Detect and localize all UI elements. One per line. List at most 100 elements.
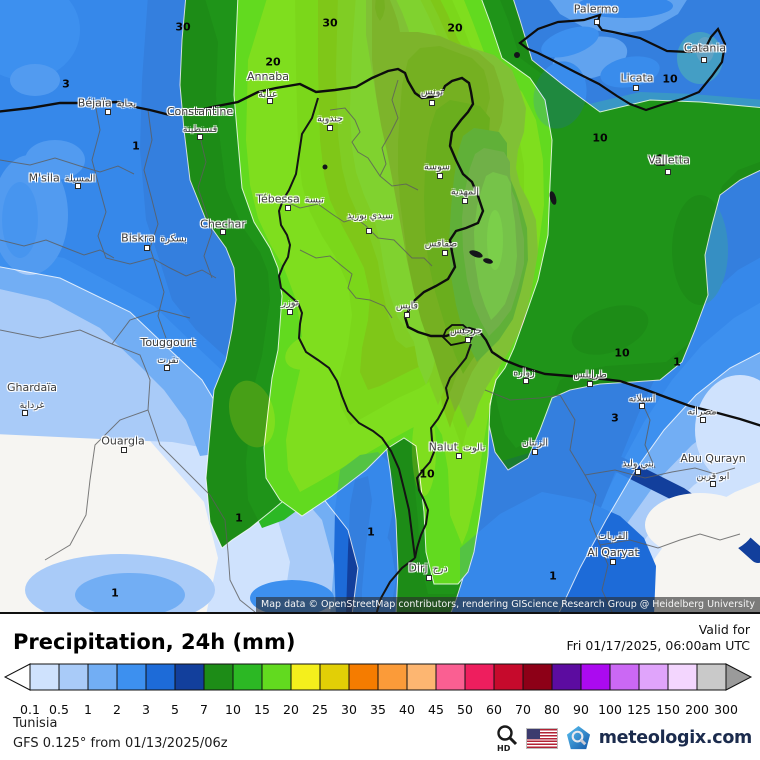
contour-label: 3 — [62, 77, 70, 91]
city-marker — [523, 378, 529, 384]
colorbar-arrow-left — [3, 663, 31, 691]
city-marker — [121, 447, 127, 453]
meteologix-logo-icon[interactable] — [565, 725, 592, 752]
colorbar-segment — [551, 663, 582, 691]
city-label: Touggourt تقرت — [140, 336, 196, 366]
city-label: Biskra بسكرة — [121, 231, 187, 245]
contour-label: 20 — [447, 21, 463, 35]
city-label: مصراته — [687, 406, 717, 418]
colorbar-segment — [406, 663, 437, 691]
city-marker — [462, 198, 468, 204]
colorbar-segment — [116, 663, 147, 691]
city-marker — [456, 453, 462, 459]
model-run: GFS 0.125° from 01/13/2025/06z — [13, 735, 228, 751]
colorbar-segment — [290, 663, 321, 691]
city-marker — [594, 19, 600, 25]
city-label: Ghardaïa غرداية — [6, 381, 58, 411]
colorbar-segment — [696, 663, 727, 691]
city-label: سوسة — [424, 161, 450, 173]
valid-time-block: Valid for Fri 01/17/2025, 06:00am UTC — [567, 622, 750, 655]
city-marker — [633, 85, 639, 91]
city-marker — [429, 100, 435, 106]
city-label: Nalut نالوت — [428, 440, 486, 454]
city-marker — [105, 109, 111, 115]
city-label: جرجيس — [450, 325, 482, 337]
contour-label: 1 — [132, 139, 140, 153]
colorbar-tick: 15 — [254, 702, 270, 717]
colorbar-segment — [377, 663, 408, 691]
city-label: صفاقس — [424, 238, 458, 250]
colorbar-tick: 50 — [457, 702, 473, 717]
colorbar-tick: 7 — [200, 702, 208, 717]
colorbar-tick: 60 — [486, 702, 502, 717]
city-label: Abu Qurayn ابو قرين — [680, 452, 746, 482]
city-label: Chechar — [200, 217, 246, 231]
colorbar-tick: 0.5 — [49, 702, 69, 717]
colorbar-segment — [667, 663, 698, 691]
small-islands — [322, 52, 557, 264]
contour-label: 1 — [549, 569, 557, 583]
city-label: Catania — [683, 41, 727, 55]
map-labels-layer: Palermo Catania Licata Valletta Béjaïa بجاية… — [6, 3, 746, 600]
city-label: Ouargla — [101, 434, 145, 448]
city-marker — [285, 205, 291, 211]
city-label: Béjaïa بجاية — [77, 96, 137, 110]
city-marker — [366, 228, 372, 234]
city-marker — [144, 245, 150, 251]
colorbar-tick: 25 — [312, 702, 328, 717]
city-marker — [610, 559, 616, 565]
city-label: M'sila المسيلة — [28, 171, 96, 185]
colorbar-tick: 70 — [515, 702, 531, 717]
city-marker — [75, 183, 81, 189]
city-label: Dirj درج — [408, 561, 448, 575]
city-marker — [164, 365, 170, 371]
valid-time: Fri 01/17/2025, 06:00am UTC — [566, 638, 750, 654]
brand-text[interactable]: meteologix.com — [598, 728, 753, 748]
colorbar-segment — [29, 663, 60, 691]
colorbar-segment — [87, 663, 118, 691]
colorbar-tick: 0.1 — [20, 702, 40, 717]
colorbar-segment — [638, 663, 669, 691]
contour-label: 30 — [175, 20, 191, 34]
colorbar-segment — [145, 663, 176, 691]
colorbar-tick: 30 — [341, 702, 357, 717]
colorbar-tick: 10 — [225, 702, 241, 717]
city-label: جندوبة — [316, 113, 344, 125]
contour-label: 10 — [614, 346, 630, 360]
colorbar-tick: 40 — [399, 702, 415, 717]
city-marker — [426, 575, 432, 581]
colorbar-tick: 35 — [370, 702, 386, 717]
city-label: المهدية — [450, 186, 480, 198]
city-label: تونس — [420, 86, 444, 98]
colorbar-segment — [493, 663, 524, 691]
region-model-block: Tunisia GFS 0.125° from 01/13/2025/06z — [13, 714, 228, 753]
colorbar-tick: 200 — [685, 702, 709, 717]
colorbar-arrow-right — [725, 663, 753, 691]
city-marker — [404, 312, 410, 318]
svg-text:HD: HD — [497, 744, 511, 752]
city-marker — [532, 449, 538, 455]
colorbar-segment — [261, 663, 292, 691]
hd-zoom-icon[interactable]: HD — [495, 724, 519, 752]
colorbar-segment — [435, 663, 466, 691]
city-marker — [701, 57, 707, 63]
contour-label: 1 — [111, 586, 119, 600]
city-marker — [22, 410, 28, 416]
city-marker — [465, 337, 471, 343]
precip-map-svg — [0, 0, 760, 612]
city-label: بني وليد — [622, 458, 654, 470]
contour-label: 10 — [662, 72, 678, 86]
colorbar-tick: 1 — [84, 702, 92, 717]
colorbar-tick: 300 — [714, 702, 738, 717]
province-borders — [0, 79, 741, 612]
map-attribution: Map data © OpenStreetMap contributors, r… — [256, 597, 760, 612]
city-label: Valletta — [648, 153, 690, 167]
city-label: Licata — [620, 71, 654, 85]
page-title: Precipitation, 24h (mm) — [13, 630, 296, 654]
us-flag-icon[interactable] — [525, 727, 558, 749]
city-label: زواره — [513, 367, 535, 379]
city-label: الزنتان — [521, 437, 549, 449]
city-marker — [442, 250, 448, 256]
colorbar-tick: 100 — [598, 702, 622, 717]
city-marker — [220, 229, 226, 235]
